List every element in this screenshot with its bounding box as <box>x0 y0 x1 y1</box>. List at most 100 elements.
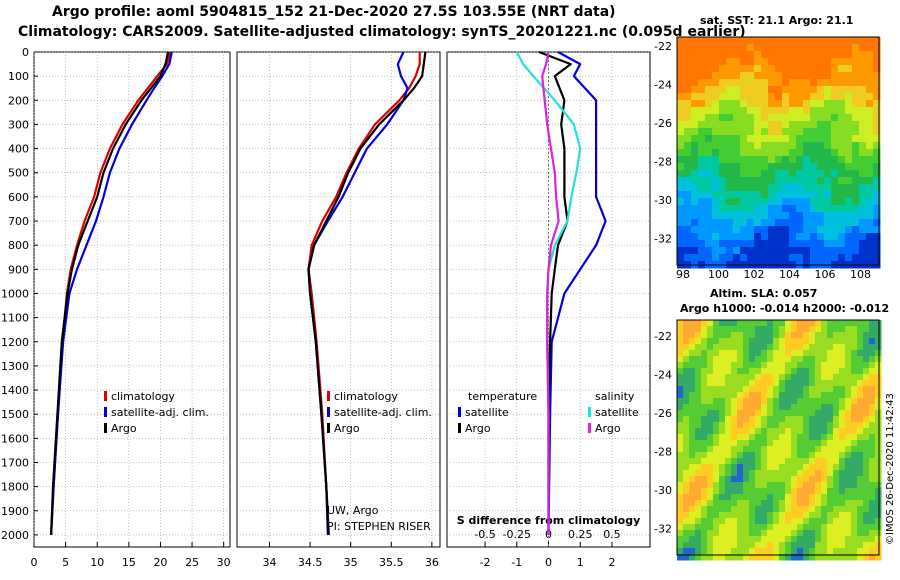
map-cell <box>791 488 798 495</box>
map-cell <box>775 51 783 59</box>
map-cell <box>845 416 852 423</box>
map-cell <box>684 44 692 52</box>
map-cell <box>719 212 727 220</box>
map-cell <box>726 254 734 262</box>
map-cell <box>791 470 798 477</box>
map-cell <box>684 219 692 227</box>
map-cell <box>827 320 834 327</box>
map-cell <box>817 142 825 150</box>
map-cell <box>851 506 858 513</box>
map-cell <box>719 548 726 555</box>
map-cell <box>809 416 816 423</box>
map-cell <box>775 219 783 227</box>
map-cell <box>749 446 756 453</box>
map-cell <box>809 464 816 471</box>
map-cell <box>767 332 774 339</box>
map-cell <box>733 233 741 241</box>
map-cell <box>733 247 741 255</box>
map-cell <box>789 37 797 45</box>
map-cell <box>833 422 840 429</box>
map-cell <box>773 410 780 417</box>
map-cell <box>791 362 798 369</box>
map-cell <box>677 548 684 555</box>
map-cell <box>719 135 727 143</box>
map-cell <box>803 404 810 411</box>
map-cell <box>839 464 846 471</box>
map-cell <box>725 536 732 543</box>
map-cell <box>803 446 810 453</box>
map-cell <box>761 212 769 220</box>
map-cell <box>809 500 816 507</box>
map-cell <box>684 135 692 143</box>
map-cell <box>827 554 834 561</box>
map-cell <box>740 219 748 227</box>
map-cell <box>863 452 870 459</box>
map-cell <box>768 226 776 234</box>
map-cell <box>695 392 702 399</box>
map-cell <box>875 488 882 495</box>
map-cell <box>817 51 825 59</box>
map-cell <box>869 338 876 345</box>
map-cell <box>755 542 762 549</box>
map-cell <box>875 530 882 537</box>
map-cell <box>809 338 816 345</box>
map-cell <box>712 212 720 220</box>
map-cell <box>677 530 684 537</box>
map-cell <box>797 440 804 447</box>
map-cell <box>731 422 738 429</box>
map-cell <box>845 93 853 101</box>
x-tick-label-temp: 5 <box>62 556 69 569</box>
map-cell <box>815 524 822 531</box>
map-cell <box>859 156 867 164</box>
map-cell <box>845 398 852 405</box>
map-cell <box>782 114 790 122</box>
map-cell <box>821 434 828 441</box>
map-cell <box>740 149 748 157</box>
map-cell <box>737 392 744 399</box>
map-cell <box>737 434 744 441</box>
map-cell <box>845 404 852 411</box>
map-cell <box>831 72 839 80</box>
map-cell <box>733 107 741 115</box>
map-cell <box>859 107 867 115</box>
map-cell <box>857 542 864 549</box>
map-cell <box>803 506 810 513</box>
map-cell <box>761 65 769 73</box>
map-cell <box>754 170 762 178</box>
map-cell <box>815 452 822 459</box>
map-cell <box>851 482 858 489</box>
map-cell <box>845 205 853 213</box>
map-cell <box>845 149 853 157</box>
series-line-salinity-2 <box>307 51 427 535</box>
map-cell <box>701 446 708 453</box>
map-cell <box>845 58 853 66</box>
map-cell <box>775 205 783 213</box>
map-cell <box>803 37 811 45</box>
map-cell <box>796 114 804 122</box>
map-cell <box>689 428 696 435</box>
map-cell <box>775 58 783 66</box>
map-cell <box>839 542 846 549</box>
map-cell <box>810 205 818 213</box>
map-cell <box>767 440 774 447</box>
map-cell <box>838 121 846 129</box>
map-cell <box>677 177 685 185</box>
map-cell <box>684 254 692 262</box>
map-cell <box>851 434 858 441</box>
map-cell <box>768 44 776 52</box>
legend-sal-swatch <box>327 423 330 433</box>
map-cell <box>869 500 876 507</box>
map-cell <box>852 44 860 52</box>
map-cell <box>803 464 810 471</box>
map-cell <box>773 482 780 489</box>
map-cell <box>719 398 726 405</box>
map-cell <box>701 482 708 489</box>
map-cell <box>740 128 748 136</box>
y-tick-label: 2000 <box>1 529 29 542</box>
map-cell <box>749 440 756 447</box>
map-cell <box>698 149 706 157</box>
map-cell <box>725 452 732 459</box>
map-cell <box>809 506 816 513</box>
map-cell <box>725 506 732 513</box>
map-cell <box>863 404 870 411</box>
